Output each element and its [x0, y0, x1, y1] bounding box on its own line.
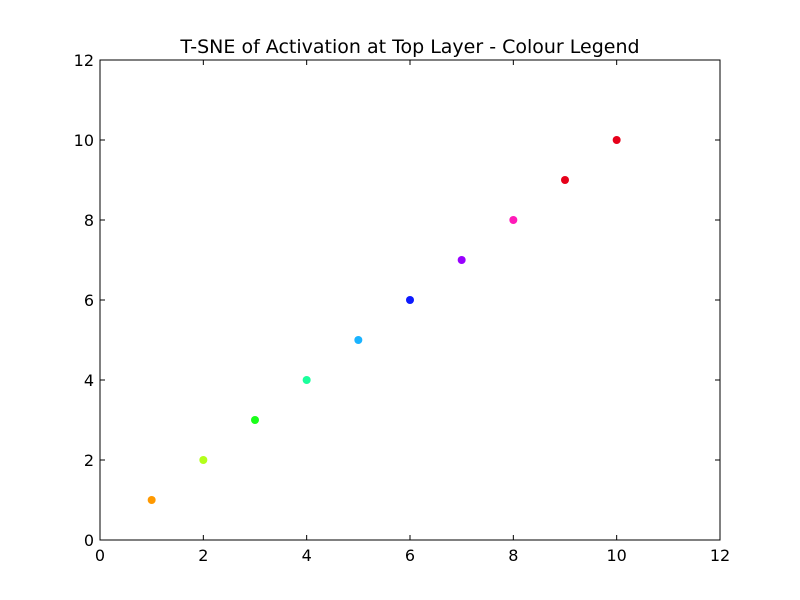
x-tick-label: 10	[606, 546, 626, 565]
x-tick-label: 0	[95, 546, 105, 565]
data-point	[251, 416, 259, 424]
data-point	[406, 296, 414, 304]
data-point	[354, 336, 363, 344]
chart-title: T-SNE of Activation at Top Layer - Colou…	[179, 36, 639, 58]
data-point	[612, 136, 621, 144]
y-tick-label: 6	[84, 291, 94, 310]
data-point	[302, 376, 311, 384]
y-tick-label: 8	[84, 211, 94, 230]
y-tick-label: 4	[84, 371, 94, 390]
x-tick-label: 8	[508, 546, 518, 565]
data-point	[509, 216, 518, 224]
data-point	[147, 496, 156, 504]
x-tick-label: 2	[198, 546, 208, 565]
x-tick-label: 12	[710, 546, 730, 565]
x-tick-label: 6	[405, 546, 415, 565]
plot-frame	[99, 59, 721, 541]
data-points	[147, 136, 621, 504]
x-tick-label: 4	[302, 546, 312, 565]
data-point	[561, 176, 569, 184]
y-tick-label: 0	[84, 531, 94, 550]
y-tick-label: 12	[74, 51, 94, 70]
data-point	[457, 256, 466, 264]
y-tick-label: 2	[84, 451, 94, 470]
data-point	[199, 456, 208, 464]
y-tick-label: 10	[74, 131, 94, 150]
